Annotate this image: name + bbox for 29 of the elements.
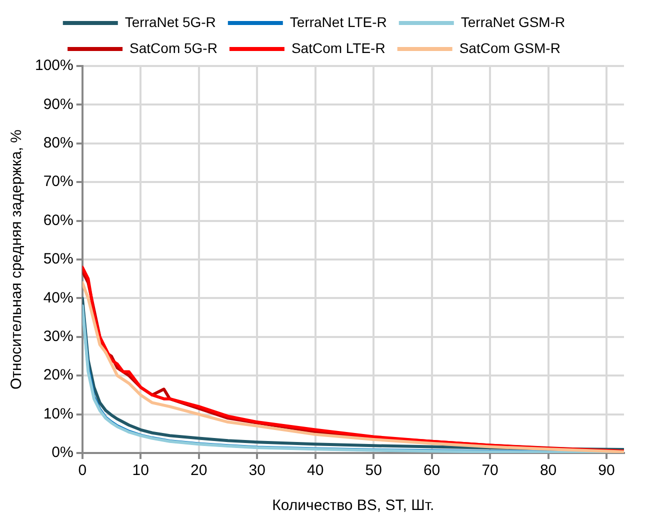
y-tick-label: 20% [43, 366, 74, 384]
x-tick-label: 70 [482, 462, 498, 480]
x-tick-label: 10 [132, 462, 149, 480]
x-tick-label: 40 [306, 462, 324, 480]
y-tick-label: 100% [34, 57, 74, 74]
legend-label: SatCom GSM-R [459, 40, 560, 56]
x-tick-label: 90 [598, 462, 615, 480]
y-tick-label: 90% [43, 96, 74, 113]
x-tick-label: 50 [365, 462, 382, 480]
y-tick-label: 10% [43, 405, 74, 422]
x-axis-title: Количество BS, ST, Шт. [272, 497, 434, 514]
legend-label: SatCom 5G-R [130, 40, 218, 56]
y-tick-label: 0% [52, 444, 74, 462]
legend-label: SatCom LTE-R [291, 40, 386, 56]
y-tick-label: 70% [43, 173, 74, 190]
y-tick-label: 50% [43, 250, 74, 268]
x-tick-label: 20 [190, 462, 208, 480]
x-tick-label: 60 [423, 462, 440, 480]
legend-label: TerraNet GSM-R [460, 14, 566, 30]
y-tick-label: 60% [43, 212, 74, 229]
x-tick-label: 0 [78, 462, 87, 480]
y-axis-title: Относительная средняя задержка, % [8, 130, 26, 390]
x-tick-label: 30 [248, 462, 266, 480]
legend-label: TerraNet LTE-R [290, 14, 387, 30]
y-tick-label: 40% [43, 289, 74, 306]
x-tick-label: 80 [540, 462, 557, 480]
y-tick-label: 80% [43, 134, 74, 152]
legend-label: TerraNet 5G-R [124, 14, 216, 30]
y-tick-label: 30% [43, 328, 74, 346]
